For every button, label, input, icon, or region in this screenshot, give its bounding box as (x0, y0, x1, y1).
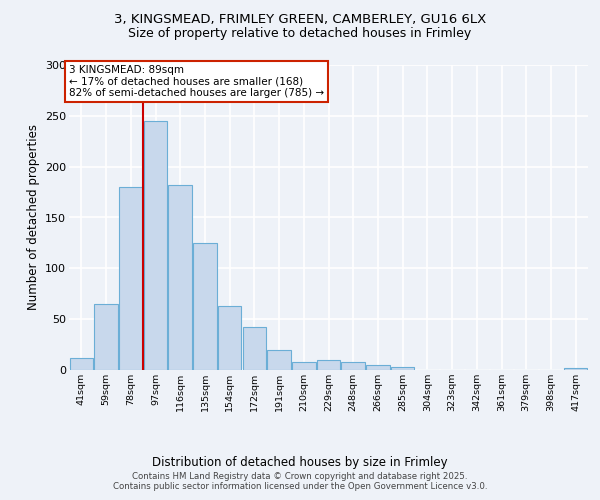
Text: Size of property relative to detached houses in Frimley: Size of property relative to detached ho… (128, 28, 472, 40)
Bar (366, 365, 389, 370)
Bar (70, 358, 93, 370)
Text: 3 KINGSMEAD: 89sqm
← 17% of detached houses are smaller (168)
82% of semi-detach: 3 KINGSMEAD: 89sqm ← 17% of detached hou… (69, 65, 324, 98)
Bar (564, 368, 587, 370)
Text: Distribution of detached houses by size in Frimley: Distribution of detached houses by size … (152, 456, 448, 469)
Bar (144, 121, 167, 370)
Text: 3, KINGSMEAD, FRIMLEY GREEN, CAMBERLEY, GU16 6LX: 3, KINGSMEAD, FRIMLEY GREEN, CAMBERLEY, … (114, 12, 486, 26)
Bar (268, 350, 291, 370)
Bar (341, 362, 365, 370)
Bar (94, 304, 118, 370)
Bar (242, 328, 266, 370)
Bar (317, 360, 340, 370)
Bar (391, 367, 415, 370)
Bar (193, 243, 217, 370)
Y-axis label: Number of detached properties: Number of detached properties (26, 124, 40, 310)
Text: Contains HM Land Registry data © Crown copyright and database right 2025.
Contai: Contains HM Land Registry data © Crown c… (113, 472, 487, 491)
Bar (292, 362, 316, 370)
Bar (169, 185, 192, 370)
Bar (218, 306, 241, 370)
Bar (119, 187, 143, 370)
